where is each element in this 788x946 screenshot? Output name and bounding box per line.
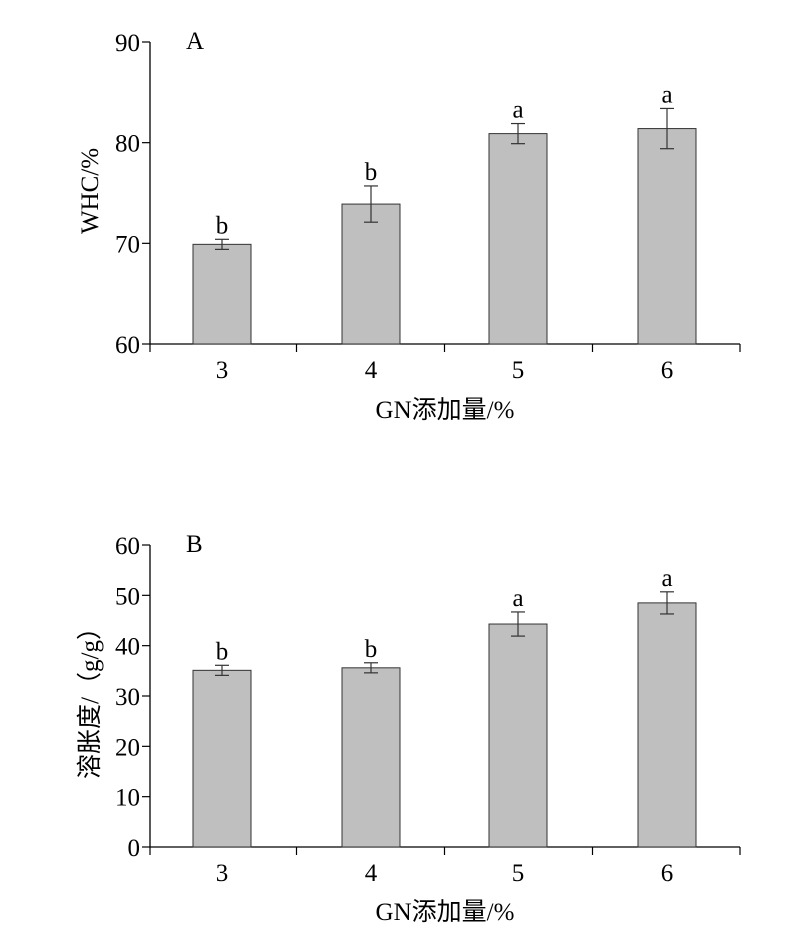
chart-panel-a: A WHC/% GN添加量/% 60 70 80 90 b 3 b 4 a 5 a 6 <box>77 28 741 424</box>
bar-b-3 <box>192 669 252 848</box>
y-tick-label-b-3: 30 <box>115 684 140 711</box>
significance-label-b-6: a <box>661 565 672 592</box>
significance-label-b-5: a <box>512 585 523 612</box>
y-tick-label-b-6: 60 <box>115 533 140 560</box>
bar-a-5 <box>488 133 548 345</box>
error-bar-a-4 <box>364 185 378 223</box>
significance-label-a-3: b <box>216 212 229 239</box>
bar-b-5 <box>488 623 548 848</box>
bar-b-6 <box>637 602 697 848</box>
x-tick-label-b-5: 5 <box>512 860 525 887</box>
significance-label-a-5: a <box>512 97 523 124</box>
y-tick-label-a-1: 70 <box>115 231 140 258</box>
x-tick-label-a-6: 6 <box>661 357 674 384</box>
panel-label-a: A <box>186 28 204 55</box>
error-bar-b-6 <box>660 591 674 615</box>
y-tick-label-a-2: 80 <box>115 131 140 158</box>
bar-a-3 <box>192 243 252 345</box>
x-tick-label-a-3: 3 <box>216 357 229 384</box>
significance-label-a-6: a <box>661 81 672 108</box>
error-bar-b-3 <box>215 664 229 676</box>
error-bar-a-5 <box>511 122 525 145</box>
x-tick-label-a-4: 4 <box>365 357 378 384</box>
bar-b-4 <box>341 667 401 848</box>
significance-label-b-3: b <box>216 638 229 665</box>
error-bar-a-3 <box>215 238 229 250</box>
y-tick-label-a-3: 90 <box>115 30 140 57</box>
significance-label-b-4: b <box>365 636 378 663</box>
bar-a-4 <box>341 203 401 345</box>
y-axis-title-a: WHC/% <box>77 148 104 234</box>
plot-area-b: 0 10 20 30 40 50 60 b 3 b 4 a 5 a 6 <box>115 533 741 887</box>
y-tick-label-a-0: 60 <box>115 332 140 359</box>
x-tick-label-b-3: 3 <box>216 860 229 887</box>
x-axis-title-a: GN添加量/% <box>376 396 515 424</box>
x-tick-label-a-5: 5 <box>512 357 525 384</box>
y-axis-title-b: 溶胀度/（g/g） <box>76 615 104 779</box>
error-bar-b-5 <box>511 611 525 637</box>
significance-label-a-4: b <box>365 159 378 186</box>
y-tick-label-b-0: 0 <box>128 835 141 862</box>
error-bar-b-4 <box>364 662 378 674</box>
error-bar-a-6 <box>660 107 674 150</box>
chart-panel-b: B 溶胀度/（g/g） GN添加量/% 0 10 20 30 40 50 60 b 3 b 4 a 5 a… <box>76 531 741 926</box>
x-tick-label-b-6: 6 <box>661 860 674 887</box>
y-tick-label-b-4: 40 <box>115 634 140 661</box>
plot-area-a: 60 70 80 90 b 3 b 4 a 5 a 6 <box>115 30 741 384</box>
bar-a-6 <box>637 128 697 345</box>
y-tick-label-b-5: 50 <box>115 583 140 610</box>
x-tick-label-b-4: 4 <box>365 860 378 887</box>
x-axis-title-b: GN添加量/% <box>376 898 515 926</box>
y-tick-label-b-1: 10 <box>115 785 140 812</box>
panel-label-b: B <box>186 531 203 558</box>
y-tick-label-b-2: 20 <box>115 734 140 761</box>
